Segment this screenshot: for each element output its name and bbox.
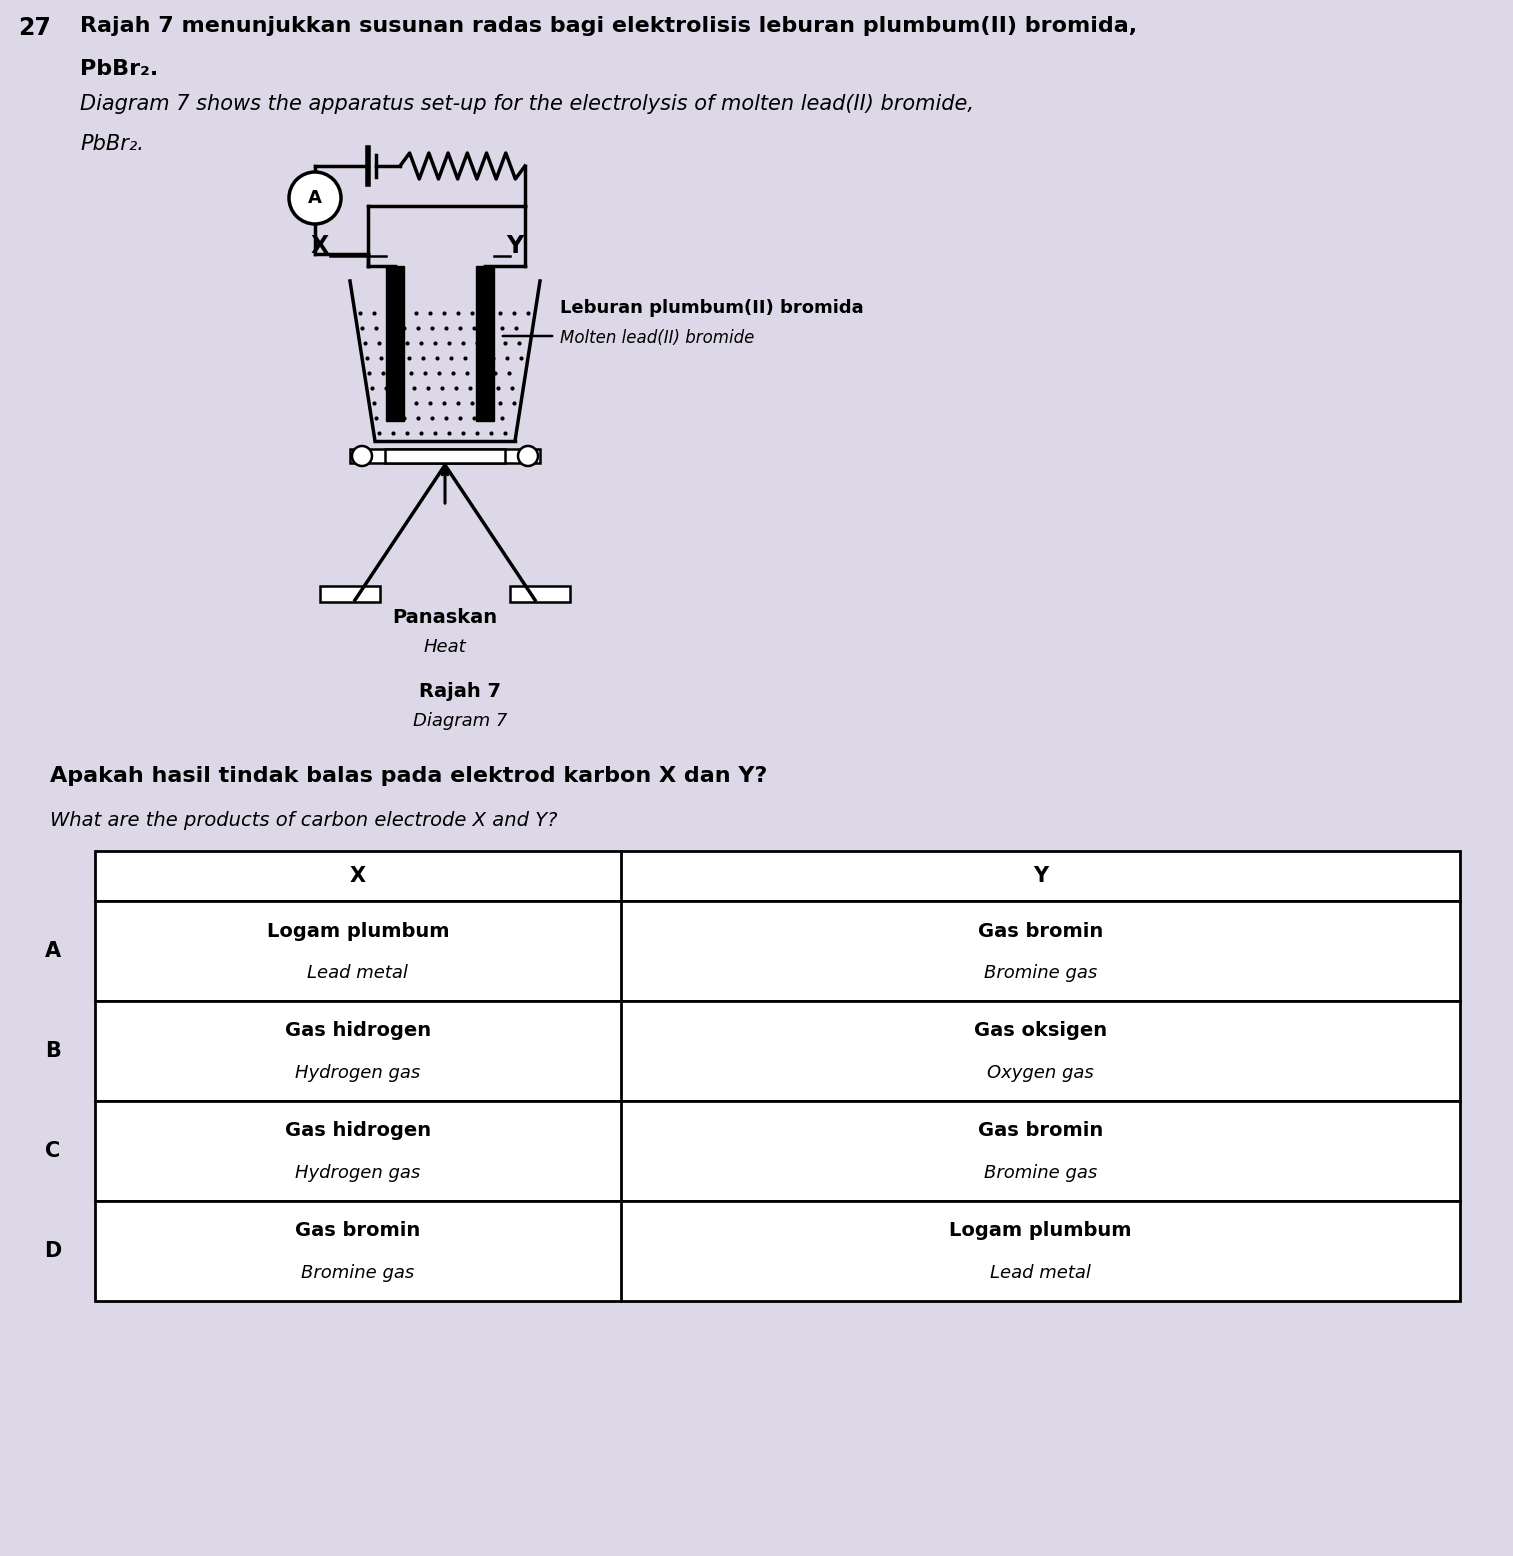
Text: Oxygen gas: Oxygen gas xyxy=(986,1064,1094,1081)
Text: Bromine gas: Bromine gas xyxy=(301,1263,415,1282)
Text: D: D xyxy=(44,1242,62,1260)
Text: B: B xyxy=(45,1041,61,1061)
Text: Apakah hasil tindak balas pada elektrod karbon X dan Y?: Apakah hasil tindak balas pada elektrod … xyxy=(50,766,767,786)
Text: Gas bromin: Gas bromin xyxy=(295,1221,421,1240)
Bar xyxy=(95,1102,1460,1201)
Bar xyxy=(95,1001,1460,1102)
Bar xyxy=(321,587,380,602)
Text: Hydrogen gas: Hydrogen gas xyxy=(295,1164,421,1183)
Bar xyxy=(95,1201,1460,1301)
Text: A: A xyxy=(309,188,322,207)
Bar xyxy=(386,266,404,422)
Circle shape xyxy=(289,173,340,224)
Text: 27: 27 xyxy=(18,16,51,40)
Text: Y: Y xyxy=(1033,867,1049,885)
Text: Lead metal: Lead metal xyxy=(307,965,409,982)
Text: X: X xyxy=(350,867,366,885)
Text: Diagram 7 shows the apparatus set-up for the electrolysis of molten lead(II) bro: Diagram 7 shows the apparatus set-up for… xyxy=(80,93,974,114)
Text: Lead metal: Lead metal xyxy=(990,1263,1091,1282)
Text: X: X xyxy=(310,233,330,258)
Bar xyxy=(95,901,1460,1001)
Bar xyxy=(350,450,540,464)
Text: Panaskan: Panaskan xyxy=(392,608,498,627)
Bar xyxy=(477,266,495,422)
Bar xyxy=(510,587,570,602)
Text: Rajah 7: Rajah 7 xyxy=(419,682,501,700)
Text: PbBr₂.: PbBr₂. xyxy=(80,134,144,154)
Bar xyxy=(384,450,505,464)
Text: PbBr₂.: PbBr₂. xyxy=(80,59,159,79)
Text: Logam plumbum: Logam plumbum xyxy=(266,921,449,940)
Text: Leburan plumbum(II) bromida: Leburan plumbum(II) bromida xyxy=(560,299,864,317)
Text: What are the products of carbon electrode X and Y?: What are the products of carbon electrod… xyxy=(50,811,557,829)
Text: Y: Y xyxy=(507,233,523,258)
Circle shape xyxy=(353,447,372,465)
Text: Molten lead(II) bromide: Molten lead(II) bromide xyxy=(560,328,755,347)
Text: Bromine gas: Bromine gas xyxy=(983,965,1097,982)
Text: Gas oksigen: Gas oksigen xyxy=(974,1021,1108,1041)
Text: A: A xyxy=(45,941,61,962)
Text: C: C xyxy=(45,1141,61,1161)
Text: Logam plumbum: Logam plumbum xyxy=(949,1221,1132,1240)
Text: Heat: Heat xyxy=(424,638,466,657)
Text: Gas bromin: Gas bromin xyxy=(977,1122,1103,1141)
Circle shape xyxy=(517,447,539,465)
Text: Rajah 7 menunjukkan susunan radas bagi elektrolisis leburan plumbum(II) bromida,: Rajah 7 menunjukkan susunan radas bagi e… xyxy=(80,16,1138,36)
Text: Diagram 7: Diagram 7 xyxy=(413,713,507,730)
Text: Gas bromin: Gas bromin xyxy=(977,921,1103,940)
Bar xyxy=(95,851,1460,901)
Text: Gas hidrogen: Gas hidrogen xyxy=(284,1021,431,1041)
Text: Gas hidrogen: Gas hidrogen xyxy=(284,1122,431,1141)
Text: Bromine gas: Bromine gas xyxy=(983,1164,1097,1183)
Text: Hydrogen gas: Hydrogen gas xyxy=(295,1064,421,1081)
